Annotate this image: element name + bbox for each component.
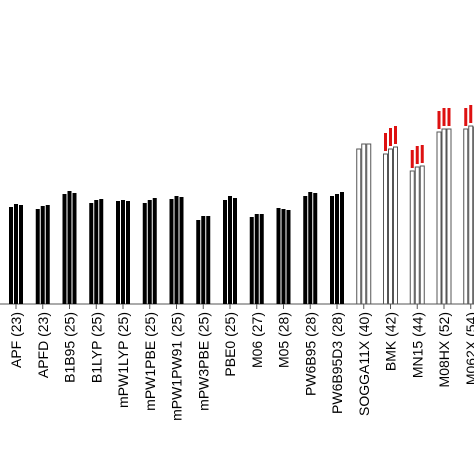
x-tick-label: PBE0 (25) xyxy=(222,312,238,377)
bar-9-0 xyxy=(249,217,254,304)
bar-7-0 xyxy=(196,220,201,304)
bar-extension-14-0 xyxy=(384,133,387,151)
bar-extension-16-1 xyxy=(442,108,446,126)
bar-2-1 xyxy=(67,191,72,304)
x-tick-label: mPW1PW91 (25) xyxy=(169,312,185,421)
bar-16-2 xyxy=(446,128,452,305)
x-tick-label: B1B95 (25) xyxy=(62,312,78,383)
bar-13-2 xyxy=(366,143,372,305)
bar-9-1 xyxy=(254,214,259,304)
x-tick-label: MN15 (44) xyxy=(409,312,425,378)
x-tick-label: APF (23) xyxy=(8,312,24,368)
bar-8-2 xyxy=(233,198,237,304)
bar-9-2 xyxy=(259,214,264,304)
x-ticks-group xyxy=(15,304,472,309)
bar-extension-15-1 xyxy=(415,146,419,164)
bar-15-2 xyxy=(419,165,425,305)
bar-4-2 xyxy=(126,201,130,304)
bar-14-0 xyxy=(383,153,388,305)
bar-6-1 xyxy=(174,196,179,304)
bar-14-1 xyxy=(388,148,393,305)
bar-3-2 xyxy=(99,199,104,304)
bar-17-1 xyxy=(468,125,474,305)
bar-extension-17-1 xyxy=(469,105,473,123)
bar-15-0 xyxy=(409,170,415,305)
bar-extension-16-0 xyxy=(437,111,441,129)
x-tick-label: mPW1PBE (25) xyxy=(142,312,158,411)
bar-7-2 xyxy=(206,216,211,304)
bar-6-0 xyxy=(169,199,174,304)
bar-12-1 xyxy=(335,194,339,304)
bar-10-0 xyxy=(276,208,281,304)
bar-extension-15-2 xyxy=(420,145,424,163)
bar-7-1 xyxy=(201,216,206,304)
bar-13-0 xyxy=(356,148,362,305)
bar-12-2 xyxy=(340,192,344,304)
bar-1-0 xyxy=(35,209,40,304)
bar-11-0 xyxy=(303,196,308,304)
bar-0-1 xyxy=(14,204,18,304)
bar-17-0 xyxy=(463,128,469,305)
x-tick-label: SOGGA11X (40) xyxy=(356,312,372,416)
bar-extension-14-1 xyxy=(389,128,392,146)
x-tick-label: PW6B95D3 (28) xyxy=(329,312,345,414)
x-tick-label: M06 (27) xyxy=(249,312,265,368)
bar-12-0 xyxy=(330,196,334,304)
x-tick-label: PW6B95 (28) xyxy=(302,312,318,396)
x-tick-label: M062X (54) xyxy=(463,312,474,385)
bar-10-2 xyxy=(286,210,291,304)
bar-1-1 xyxy=(40,206,45,304)
bar-extension-15-0 xyxy=(410,150,414,168)
x-tick-label: M08HX (52) xyxy=(436,312,452,387)
bar-3-0 xyxy=(89,203,94,304)
bar-extension-16-2 xyxy=(447,108,451,126)
bar-5-0 xyxy=(142,203,147,304)
bar-1-2 xyxy=(45,205,50,304)
bar-5-1 xyxy=(147,200,152,304)
bars-group xyxy=(9,105,474,305)
bar-2-2 xyxy=(72,193,77,304)
bar-extension-17-0 xyxy=(464,108,468,126)
bar-3-1 xyxy=(94,200,99,304)
x-tick-label: APFD (23) xyxy=(35,312,51,378)
x-tick-labels-group: APF (23) APFD (23) B1B95 (25) B1LYP (25) mPW… xyxy=(8,312,474,421)
bar-11-1 xyxy=(308,192,313,304)
bar-extension-14-2 xyxy=(394,126,397,144)
bar-6-2 xyxy=(179,197,184,304)
bar-16-0 xyxy=(436,131,442,305)
bar-4-0 xyxy=(116,201,120,304)
bar-4-1 xyxy=(121,200,125,304)
x-tick-label: mPW1LYP (25) xyxy=(115,312,131,408)
bar-0-2 xyxy=(19,205,23,304)
bar-10-1 xyxy=(281,209,286,304)
bar-14-2 xyxy=(393,146,398,305)
bar-8-1 xyxy=(228,196,232,304)
bar-2-0 xyxy=(62,194,67,304)
x-tick-label: BMK (42) xyxy=(383,312,399,371)
bar-0-0 xyxy=(9,207,13,304)
bar-5-2 xyxy=(152,198,157,304)
x-tick-label: B1LYP (25) xyxy=(88,312,104,383)
bar-11-2 xyxy=(313,193,318,304)
bar-15-1 xyxy=(414,166,420,305)
bar-16-1 xyxy=(441,128,447,305)
bar-13-1 xyxy=(361,143,367,305)
bar-8-0 xyxy=(223,200,227,304)
x-tick-label: M05 (28) xyxy=(276,312,292,368)
x-tick-label: mPW3PBE (25) xyxy=(195,312,211,411)
